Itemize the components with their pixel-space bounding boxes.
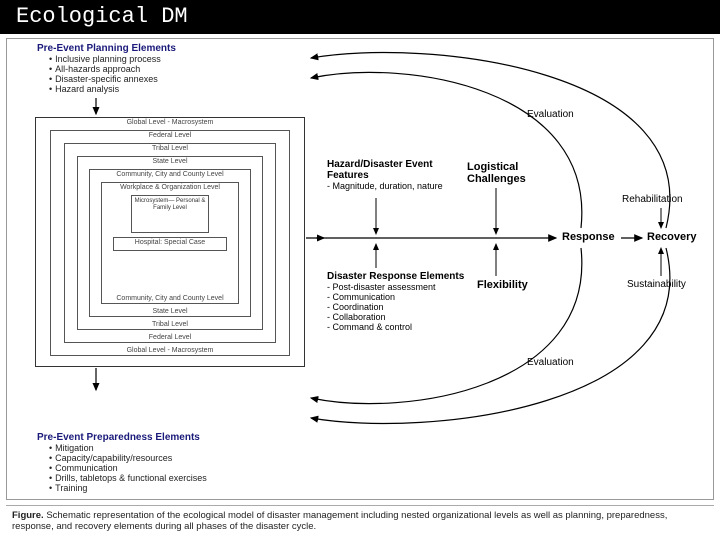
pre-planning-header: Pre-Event Planning Elements — [37, 43, 237, 54]
evaluation-label-bottom: Evaluation — [527, 357, 574, 368]
list-item: - Coordination — [327, 302, 477, 312]
sustainability-label: Sustainability — [627, 279, 686, 290]
diagram-container: Pre-Event Planning Elements Inclusive pl… — [6, 38, 714, 500]
list-item: Communication — [49, 463, 277, 473]
pre-planning-block: Pre-Event Planning Elements Inclusive pl… — [37, 43, 237, 94]
nest-level: Community, City and County Level Workpla… — [89, 169, 251, 317]
nested-levels-box: Global Level - Macrosystem Federal Level… — [35, 117, 305, 367]
nest-label: Tribal Level — [78, 321, 262, 328]
nest-label: Hospital: Special Case — [114, 238, 226, 247]
list-item: Disaster-specific annexes — [49, 74, 237, 84]
list-item: - Post-disaster assessment — [327, 282, 477, 292]
rehabilitation-label: Rehabilitation — [622, 194, 683, 205]
evaluation-label-top: Evaluation — [527, 109, 574, 120]
figure-caption: Figure. Schematic representation of the … — [6, 505, 714, 536]
nest-core: Microsystem— Personal & Family Level — [131, 195, 209, 233]
list-item: - Communication — [327, 292, 477, 302]
list-item: Drills, tabletops & functional exercises — [49, 473, 277, 483]
pre-planning-list: Inclusive planning process All-hazards a… — [37, 54, 237, 94]
nest-label: State Level — [78, 157, 262, 166]
response-elements-header: Disaster Response Elements — [327, 271, 477, 282]
recovery-node: Recovery — [647, 231, 697, 243]
logistical-label: Logistical Challenges — [467, 161, 537, 185]
nest-label: Community, City and County Level — [102, 295, 238, 302]
response-elements-block: Disaster Response Elements - Post-disast… — [327, 271, 477, 332]
nest-label: State Level — [90, 308, 250, 315]
list-item: All-hazards approach — [49, 64, 237, 74]
list-item: Hazard analysis — [49, 84, 237, 94]
list-item: Training — [49, 483, 277, 493]
nest-level: Hospital: Special Case — [113, 237, 227, 251]
nest-level: Workplace & Organization Level Microsyst… — [101, 182, 239, 304]
nest-label: Tribal Level — [65, 144, 275, 153]
nest-level: State Level Community, City and County L… — [77, 156, 263, 330]
nest-level: Federal Level Tribal Level State Level C… — [50, 130, 290, 356]
hazard-item: - Magnitude, duration, nature — [327, 181, 447, 191]
nest-label: Global Level - Macrosystem — [36, 118, 304, 127]
nest-label: Federal Level — [65, 334, 275, 341]
hazard-block: Hazard/Disaster Event Features - Magnitu… — [327, 159, 447, 191]
response-node: Response — [562, 231, 615, 243]
list-item: Capacity/capability/resources — [49, 453, 277, 463]
pre-preparedness-list: Mitigation Capacity/capability/resources… — [37, 443, 277, 493]
pre-preparedness-header: Pre-Event Preparedness Elements — [37, 432, 277, 443]
nest-level: Tribal Level State Level Community, City… — [64, 143, 276, 343]
page-title: Ecological DM — [16, 4, 188, 29]
nest-label: Workplace & Organization Level — [102, 183, 238, 192]
list-item: Mitigation — [49, 443, 277, 453]
hazard-header: Hazard/Disaster Event Features — [327, 159, 447, 181]
flexibility-label: Flexibility — [477, 279, 528, 291]
nest-label: Community, City and County Level — [90, 170, 250, 179]
title-bar: Ecological DM — [0, 0, 720, 34]
pre-preparedness-block: Pre-Event Preparedness Elements Mitigati… — [37, 432, 277, 493]
nest-label: Federal Level — [51, 131, 289, 140]
list-item: Inclusive planning process — [49, 54, 237, 64]
list-item: - Command & control — [327, 322, 477, 332]
nest-label: Global Level - Macrosystem — [51, 347, 289, 354]
list-item: - Collaboration — [327, 312, 477, 322]
